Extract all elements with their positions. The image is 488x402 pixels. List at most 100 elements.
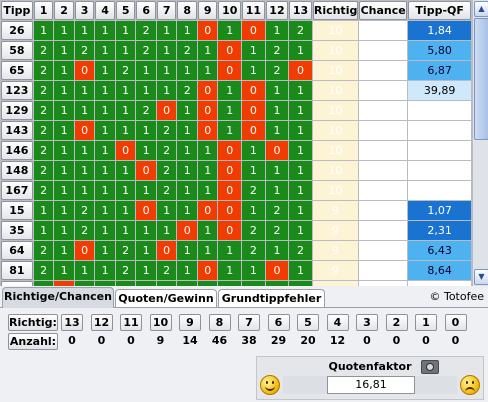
anzahl-value-cell: 0 [68,334,76,347]
pick-cell: 1 [54,261,74,280]
pick-cell: 1 [115,121,136,140]
tipp-number-cell[interactable]: 81 [1,261,33,280]
pick-cell: 1 [115,81,136,100]
pick-cell: 2 [33,101,54,120]
column-header[interactable]: Chance [359,1,408,20]
richtig-cell: 9 [312,241,359,260]
scroll-down-icon[interactable]: ▼ [474,269,488,285]
pick-cell: 0 [265,261,289,280]
pick-cell: 1 [74,81,95,100]
tipp-number-cell[interactable]: 143 [1,121,33,140]
anzahl-value-cell: 0 [363,334,371,347]
tipp-number-cell[interactable]: 65 [1,61,33,80]
column-header[interactable]: 1 [33,1,54,20]
pick-cell: 1 [54,181,74,200]
pick-cell: 1 [115,101,136,120]
table-row[interactable]: 35 1 1 2 1 1 1 1 0 1 0 2 2 1 9 --- 2,31 [1,221,471,240]
column-header[interactable]: Tipp-QF [408,1,471,20]
pick-cell: 2 [74,41,95,60]
pick-cell: 1 [54,221,74,240]
table-row[interactable]: 129 2 1 1 1 1 2 0 1 0 1 0 1 1 10 --- 51,92 [1,101,471,120]
tipp-qf-cell: 75,44 [408,121,471,140]
richtig-label: Richtig: [8,314,58,331]
pick-cell: 1 [242,201,265,220]
pick-cell: 1 [95,161,115,180]
tipp-number-cell[interactable]: 26 [1,21,33,40]
tipp-number-cell[interactable]: 110 [1,281,33,286]
richtig-value-cell: 2 [385,314,408,331]
pick-cell: 1 [289,121,312,140]
anzahl-value-cell: 0 [392,334,401,347]
pick-cell: 2 [115,261,136,280]
tab-grundtippfehler[interactable]: Grundtippfehler [218,289,325,307]
pick-cell: 1 [95,41,115,60]
camera-icon[interactable] [421,360,439,374]
vertical-scrollbar[interactable]: ▲ ▼ [472,0,488,286]
column-header[interactable]: 6 [136,1,156,20]
column-header[interactable]: 2 [54,1,74,20]
column-header[interactable]: 10 [218,1,242,20]
pick-cell: 1 [115,221,136,240]
pick-cell: 0 [197,81,218,100]
tipp-number-cell[interactable]: 64 [1,241,33,260]
tipp-qf-cell: 83,11 [408,141,471,160]
scroll-up-icon[interactable]: ▲ [474,1,488,17]
table-row[interactable]: 81 2 1 1 1 2 1 2 1 0 1 1 0 1 9 --- 8,64 [1,261,471,280]
pick-cell: 1 [115,161,136,180]
table-row[interactable]: 58 2 1 2 1 1 2 1 2 1 0 1 2 1 10 --- 5,80 [1,41,471,60]
table-row[interactable]: 146 2 1 1 1 0 1 2 1 1 0 1 0 1 10 --- 83,11 [1,141,471,160]
table-row[interactable]: 167 2 1 1 1 1 1 2 1 1 0 2 1 1 10 --- 158,98 [1,181,471,200]
table-row[interactable]: 64 2 1 0 1 2 1 0 1 1 1 2 1 2 9 --- 6,43 [1,241,471,260]
tipp-number-cell[interactable]: 167 [1,181,33,200]
tipp-number-cell[interactable]: 146 [1,141,33,160]
richtig-cell: 10 [312,61,359,80]
table-row[interactable]: 11020111212112119---25,46 [1,281,471,286]
anzahl-value-cell: 0 [422,334,430,347]
scrollbar-thumb[interactable] [474,18,488,140]
table-row[interactable]: 26 1 1 1 1 1 2 1 1 0 1 0 1 2 10 --- 1,84 [1,21,471,40]
table-row[interactable]: 123 2 1 1 1 1 1 1 2 0 1 0 1 1 10 --- 39,89 [1,81,471,100]
pick-cell: 1 [265,281,289,286]
pick-cell: 1 [242,41,265,60]
tipp-number-cell[interactable]: 58 [1,41,33,60]
tipp-number-cell[interactable]: 148 [1,161,33,180]
pick-cell: 2 [115,61,136,80]
pick-cell: 1 [54,41,74,60]
column-header[interactable]: 13 [289,1,312,20]
table-row[interactable]: 15 1 1 2 1 1 0 1 1 0 0 1 2 1 9 --- 1,07 [1,201,471,220]
column-header[interactable]: 5 [115,1,136,20]
column-header[interactable]: 4 [95,1,115,20]
table-row[interactable]: 143 2 1 0 1 1 1 2 1 0 1 0 1 1 10 --- 75,44 [1,121,471,140]
column-header[interactable]: Tipp [1,1,33,20]
column-header[interactable]: 11 [242,1,265,20]
table-row[interactable]: 65 2 1 0 1 2 1 1 1 1 0 1 2 0 10 --- 6,87 [1,61,471,80]
pick-cell: 1 [115,181,136,200]
pick-cell: 1 [177,61,197,80]
tipp-number-cell[interactable]: 35 [1,221,33,240]
column-header[interactable]: 7 [156,1,177,20]
tipp-qf-cell: 25,46 [408,281,471,286]
tab-quoten-gewinn[interactable]: Quoten/Gewinn [115,289,217,307]
pick-cell: 2 [33,161,54,180]
chance-cell: --- [359,61,408,80]
tab-richtige-chancen[interactable]: Richtige/Chancen [2,287,114,308]
table-row[interactable]: 148 2 1 1 1 1 0 2 1 1 0 1 1 1 10 --- 88,14 [1,161,471,180]
pick-cell: 1 [177,241,197,260]
column-header[interactable]: 3 [74,1,95,20]
tipp-qf-cell: 5,80 [408,41,471,60]
pick-cell: 1 [265,21,289,40]
pick-cell: 1 [177,201,197,220]
pick-cell: 1 [74,261,95,280]
tipp-number-cell[interactable]: 15 [1,201,33,220]
column-header[interactable]: 9 [197,1,218,20]
pick-cell: 2 [265,41,289,60]
column-header[interactable]: 8 [177,1,197,20]
column-header[interactable]: 12 [265,1,289,20]
tipp-number-cell[interactable]: 129 [1,101,33,120]
tipp-number-cell[interactable]: 123 [1,81,33,100]
richtig-cell: 10 [312,141,359,160]
column-header[interactable]: Richtig [312,1,359,20]
pick-cell: 0 [115,141,136,160]
tipp-grid[interactable]: Tipp 1 2 3 4 5 6 7 8 9 10 11 12 13 Richtig Chance Tipp-Q… [0,0,472,286]
